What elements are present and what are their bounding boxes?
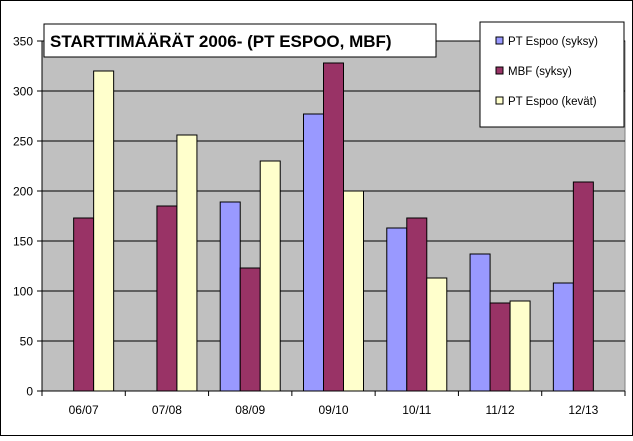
bar <box>406 217 428 392</box>
bar <box>469 253 491 392</box>
bar <box>552 282 574 392</box>
y-tick-label: 200 <box>13 185 33 199</box>
x-tick-label: 10/11 <box>402 403 431 417</box>
bar <box>572 181 594 392</box>
bars <box>73 62 594 392</box>
bar <box>509 300 531 392</box>
y-tick-label: 0 <box>26 385 33 399</box>
legend-label: MBF (syksy) <box>508 66 572 78</box>
bar <box>73 217 95 392</box>
bar <box>259 160 281 392</box>
bar <box>386 227 408 392</box>
x-tick-label: 12/13 <box>568 403 598 417</box>
bar <box>239 267 261 392</box>
legend-swatch <box>495 36 504 45</box>
bar <box>323 62 344 392</box>
bar <box>156 205 178 392</box>
legend-box <box>479 21 625 128</box>
legend-swatch <box>495 66 504 75</box>
bar <box>489 302 511 392</box>
y-tick-label: 50 <box>20 335 34 349</box>
x-tick-label: 11/12 <box>486 403 515 417</box>
x-tick-label: 09/10 <box>318 403 348 417</box>
chart-title: STARTTIMÄÄRÄT 2006- (PT ESPOO, MBF) <box>50 32 392 51</box>
y-tick-label: 100 <box>13 285 33 299</box>
y-tick-label: 150 <box>13 235 33 249</box>
legend-label: PT Espoo (kevät) <box>508 96 597 108</box>
y-tick-label: 350 <box>13 35 33 49</box>
bar <box>93 70 115 392</box>
y-tick-label: 300 <box>13 85 33 99</box>
x-tick-label: 06/07 <box>69 403 99 417</box>
x-tick-label: 08/09 <box>235 403 265 417</box>
bar <box>343 190 364 392</box>
bar <box>219 201 241 392</box>
bar <box>303 113 324 392</box>
axes: 0 50 100 150 200 250 300 350 06/07 07/08 08/09 09/1… <box>13 35 626 417</box>
legend-swatch <box>495 96 504 105</box>
title-box <box>43 23 437 58</box>
chart-title-box: STARTTIMÄÄRÄT 2006- (PT ESPOO, MBF) <box>43 23 437 58</box>
bar <box>176 134 198 392</box>
x-tick-label: 07/08 <box>152 403 182 417</box>
legend: PT Espoo (syksy) MBF (syksy) PT Espoo (kev… <box>479 21 625 128</box>
bar <box>426 277 448 392</box>
legend-label: PT Espoo (syksy) <box>508 36 598 48</box>
y-tick-label: 250 <box>13 135 33 149</box>
